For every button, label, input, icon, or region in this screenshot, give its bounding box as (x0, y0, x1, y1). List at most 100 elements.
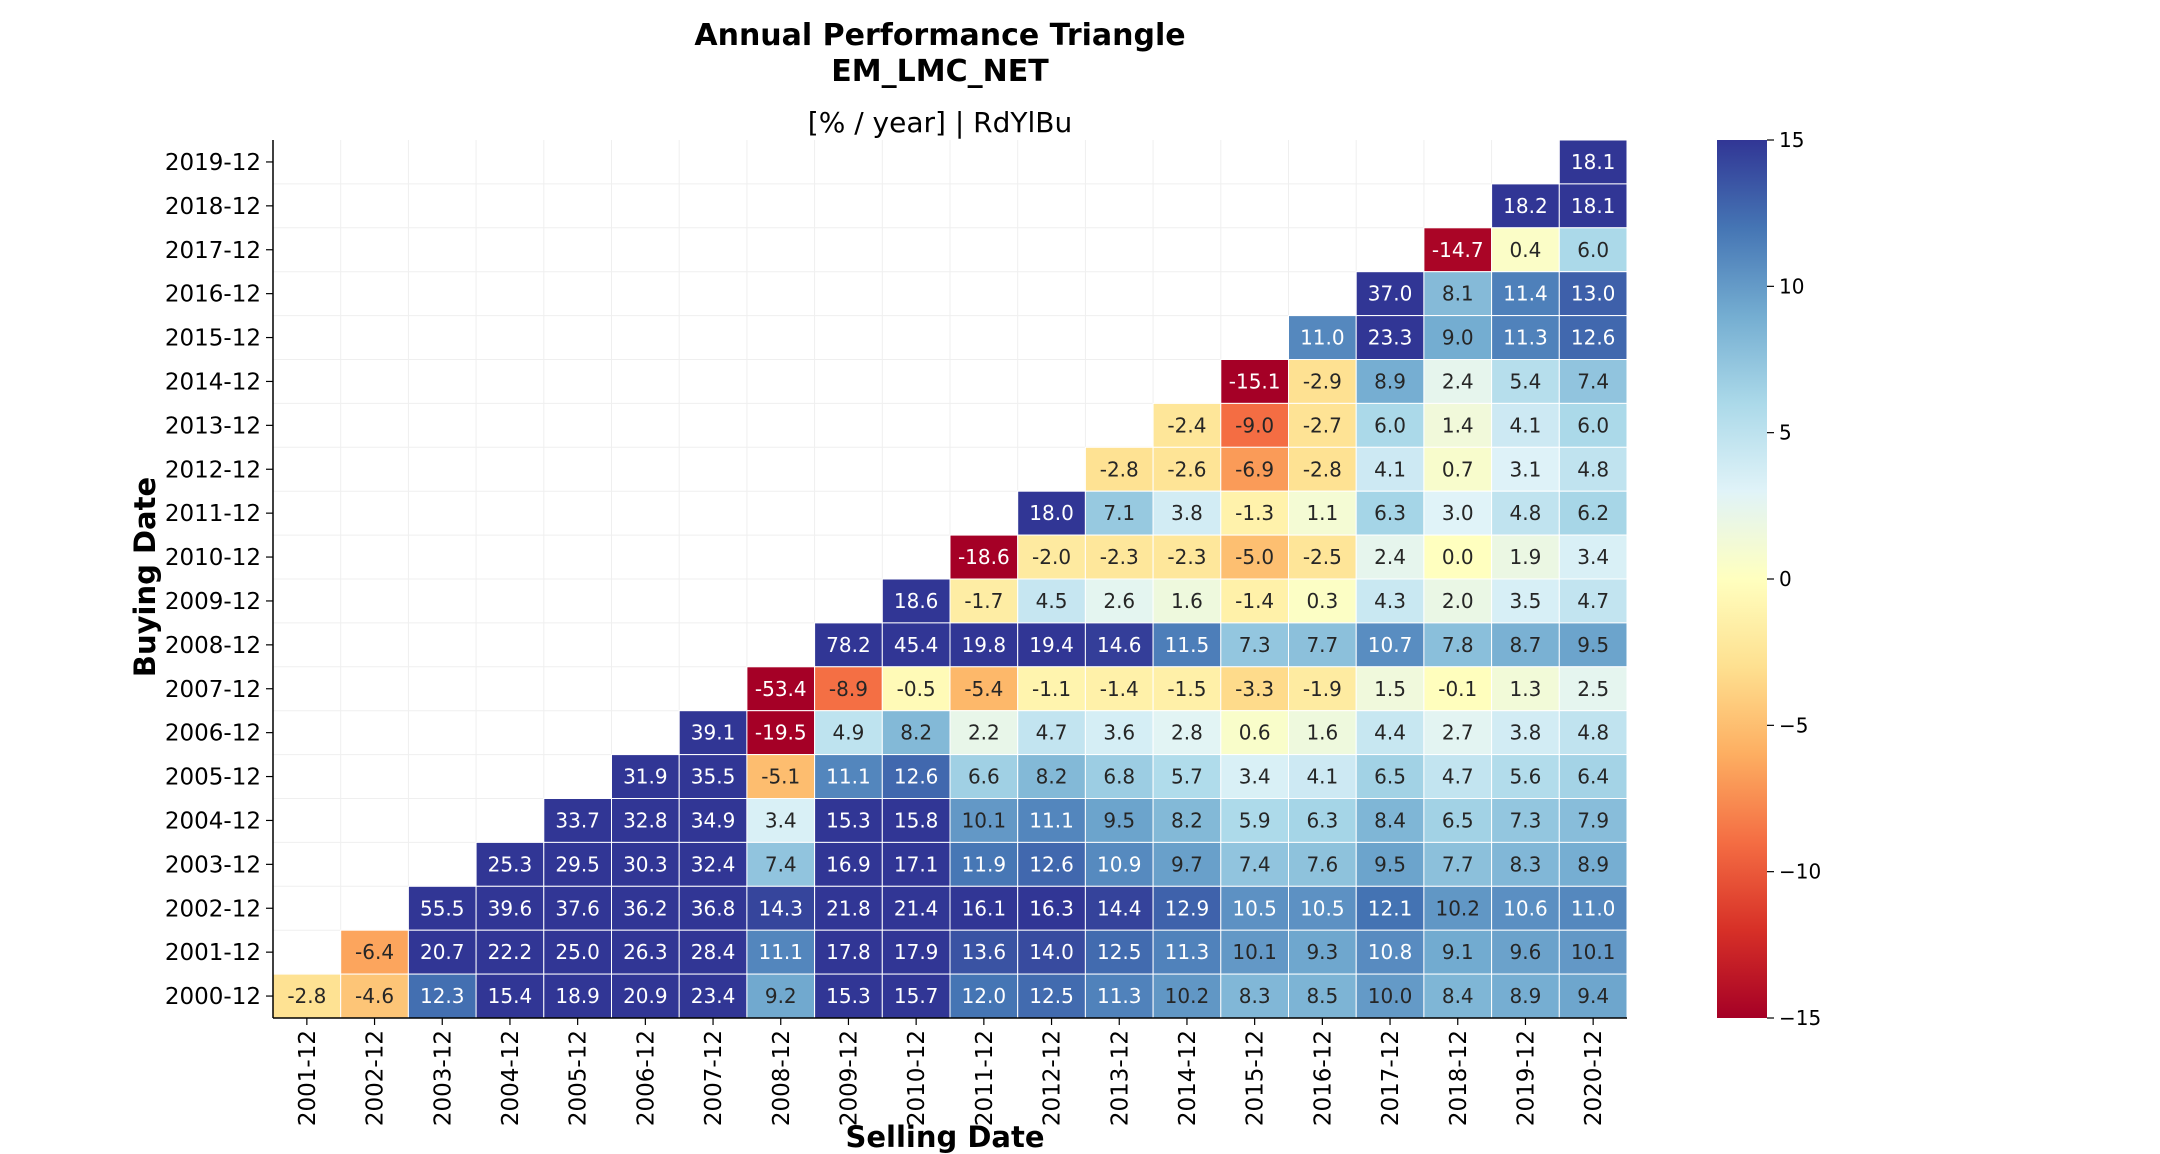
cell-value-label: -5.4 (964, 677, 1003, 701)
cell-value-label: 12.6 (894, 765, 939, 789)
heatmap-cells: 18.1 18.2 18.1 -14.7 0.4 6.0 37.0 8.1 11.4 13.0 11… (272, 139, 1628, 1019)
cell-value-label: 10.1 (1232, 940, 1277, 964)
cell-value-label: 0.6 (1239, 721, 1271, 745)
cell-value-label: 6.5 (1374, 765, 1406, 789)
heatmap-cell (1084, 973, 1154, 1019)
cell-value-label: -1.4 (1100, 677, 1139, 701)
cell-value-label: 16.1 (962, 896, 1007, 920)
heatmap-cell (475, 841, 545, 887)
heatmap-cell (1491, 534, 1560, 580)
cell-value-label: 21.8 (826, 896, 871, 920)
heatmap-cell (881, 578, 951, 624)
chart-axes: 2019-12 2018-12 2017-12 2016-12 2015-12 2014-… (165, 140, 1627, 1126)
cell-value-label: 11.0 (1571, 896, 1616, 920)
cell-value-label: 8.1 (1442, 282, 1474, 306)
cell-value-label: 10.1 (962, 808, 1007, 832)
heatmap-cell (1288, 622, 1357, 668)
heatmap-cell (543, 841, 612, 887)
cell-value-label: 20.9 (623, 984, 668, 1008)
heatmap-cell (1017, 754, 1086, 799)
cell-value-label: -0.5 (897, 677, 936, 701)
cell-value-label: 32.8 (623, 808, 668, 832)
cell-value-label: 3.4 (1577, 545, 1609, 569)
cell-value-label: 10.6 (1503, 896, 1548, 920)
cell-value-label: 10.1 (1571, 940, 1616, 964)
cell-value-label: -2.8 (1100, 457, 1139, 481)
heatmap-cell (1558, 490, 1628, 536)
cell-value-label: 21.4 (894, 896, 939, 920)
cell-value-label: 10.9 (1097, 852, 1142, 876)
cell-value-label: 4.7 (1442, 765, 1474, 789)
cell-value-label: 19.8 (962, 633, 1007, 657)
cell-value-label: 8.5 (1306, 984, 1338, 1008)
cell-value-label: 1.9 (1510, 545, 1542, 569)
cell-value-label: 10.7 (1368, 633, 1413, 657)
x-tick-label: 2006-12 (633, 1030, 659, 1126)
cell-value-label: 55.5 (420, 896, 465, 920)
cell-value-label: 9.4 (1577, 984, 1609, 1008)
cell-value-label: -2.9 (1303, 369, 1342, 393)
heatmap-cell (1220, 929, 1290, 975)
heatmap-cell (949, 754, 1019, 799)
heatmap-cell (1017, 578, 1086, 624)
cell-value-label: 5.9 (1239, 808, 1271, 832)
cell-value-label: 3.4 (765, 808, 797, 832)
heatmap-cell (1423, 315, 1493, 361)
heatmap-cell (1220, 973, 1290, 1019)
cell-value-label: 11.1 (826, 765, 871, 789)
cell-value-label: -2.5 (1303, 545, 1342, 569)
x-tick-label: 2004-12 (498, 1030, 524, 1126)
cell-value-label: 78.2 (826, 633, 871, 657)
heatmap-cell (1491, 841, 1560, 887)
x-tick-label: 2008-12 (769, 1030, 795, 1126)
cell-value-label: 4.5 (1036, 589, 1068, 613)
heatmap-cell (949, 798, 1019, 843)
x-tick-label: 2013-12 (1107, 1030, 1133, 1126)
cell-value-label: 13.6 (962, 940, 1007, 964)
cell-value-label: 25.0 (555, 940, 600, 964)
cell-value-label: 36.8 (691, 896, 736, 920)
heatmap-cell (1423, 929, 1493, 975)
cell-value-label: 32.4 (691, 852, 736, 876)
cell-value-label: -2.4 (1167, 413, 1206, 437)
cell-value-label: 4.7 (1577, 589, 1609, 613)
heatmap-cell (407, 929, 477, 975)
heatmap-cell (1423, 490, 1493, 536)
cell-value-label: 1.6 (1171, 589, 1203, 613)
cell-value-label: 7.3 (1239, 633, 1271, 657)
cell-value-label: -2.3 (1100, 545, 1139, 569)
cell-value-label: 11.1 (758, 940, 803, 964)
cell-value-label: 2.4 (1374, 545, 1406, 569)
heatmap-cell (949, 710, 1019, 756)
heatmap-cell (1423, 402, 1493, 448)
heatmap-cell (611, 841, 680, 887)
cell-value-label: 11.9 (962, 852, 1007, 876)
cell-value-label: 2.6 (1103, 589, 1135, 613)
colorbar-tick-label: 5 (1779, 421, 1792, 445)
cell-value-label: 2.5 (1577, 677, 1609, 701)
y-tick-label: 2008-12 (165, 633, 261, 659)
heatmap-cell (1355, 359, 1425, 404)
heatmap-cell (814, 885, 883, 931)
cell-value-label: 14.0 (1029, 940, 1074, 964)
cell-value-label: -8.9 (829, 677, 868, 701)
cell-value-label: 4.1 (1306, 765, 1338, 789)
heatmap-cell (1152, 754, 1222, 799)
heatmap-cell (1423, 271, 1493, 317)
cell-value-label: 12.6 (1571, 326, 1616, 350)
heatmap-cell (543, 929, 612, 975)
cell-value-label: 9.7 (1171, 852, 1203, 876)
cell-value-label: 10.5 (1300, 896, 1345, 920)
cell-value-label: 7.8 (1442, 633, 1474, 657)
heatmap-cell (611, 973, 680, 1019)
cell-value-label: -53.4 (755, 677, 807, 701)
cell-value-label: 3.1 (1510, 457, 1542, 481)
heatmap-cell (1017, 929, 1086, 975)
cell-value-label: 2.4 (1442, 369, 1474, 393)
y-tick-label: 2004-12 (165, 808, 261, 834)
cell-value-label: -1.5 (1167, 677, 1206, 701)
heatmap-cell (1152, 710, 1222, 756)
x-tick-label: 2014-12 (1175, 1030, 1201, 1126)
cell-value-label: 17.8 (826, 940, 871, 964)
cell-value-label: 6.5 (1442, 808, 1474, 832)
